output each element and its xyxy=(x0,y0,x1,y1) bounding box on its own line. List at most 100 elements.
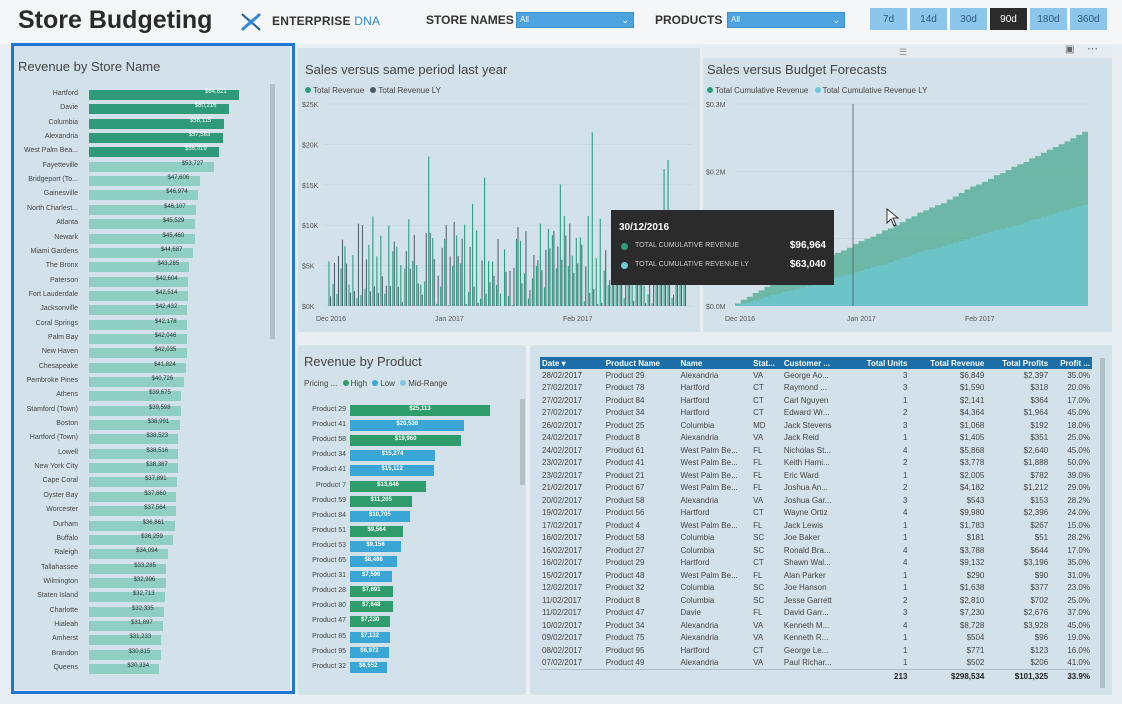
store-row[interactable]: Jacksonville $42,432 xyxy=(14,303,274,317)
table-row[interactable]: 16/02/2017 Product 27 Columbia SC Ronald Bra… xyxy=(540,544,1092,557)
store-row[interactable]: Oyster Bay $37,660 xyxy=(14,490,274,504)
table-row[interactable]: 10/02/2017 Product 34 Alexandria VA Kenneth … xyxy=(540,619,1092,632)
product-row[interactable]: Product 41 $20,538 xyxy=(298,418,518,433)
column-header[interactable]: Total Profits xyxy=(986,357,1051,369)
store-row[interactable]: Cape Coral $37,891 xyxy=(14,475,274,489)
more-options-icon[interactable]: ⋯ xyxy=(1087,43,1098,55)
table-row[interactable]: 23/02/2017 Product 41 West Palm Be... FL Kei… xyxy=(540,457,1092,470)
store-row[interactable]: Brandon $30,815 xyxy=(14,648,274,662)
product-row[interactable]: Product 32 $6,552 xyxy=(298,660,518,675)
product-row[interactable]: Product 28 $7,691 xyxy=(298,584,518,599)
store-row[interactable]: Wilmington $32,996 xyxy=(14,576,274,590)
table-row[interactable]: 08/02/2017 Product 95 Hartford CT George Le.… xyxy=(540,644,1092,657)
period-button-14d[interactable]: 14d xyxy=(909,7,948,31)
product-row[interactable]: Product 47 $7,230 xyxy=(298,614,518,629)
table-row[interactable]: 27/02/2017 Product 78 Hartford CT Raymond ..… xyxy=(540,382,1092,395)
store-row[interactable]: Davie $60,216 xyxy=(14,102,274,116)
store-row[interactable]: Lowell $38,516 xyxy=(14,447,274,461)
period-button-360d[interactable]: 360d xyxy=(1069,7,1108,31)
store-row[interactable]: Staten Island $32,713 xyxy=(14,590,274,604)
store-row[interactable]: Columbia $58,115 xyxy=(14,117,274,131)
table-row[interactable]: 26/02/2017 Product 25 Columbia MD Jack Steve… xyxy=(540,419,1092,432)
store-row[interactable]: North Charlest... $46,107 xyxy=(14,203,274,217)
column-header[interactable]: Total Revenue xyxy=(909,357,987,369)
period-button-7d[interactable]: 7d xyxy=(869,7,908,31)
store-row[interactable]: Gainesville $46,974 xyxy=(14,188,274,202)
product-row[interactable]: Product 31 $7,596 xyxy=(298,569,518,584)
store-row[interactable]: Athens $39,675 xyxy=(14,389,274,403)
store-row[interactable]: Paterson $42,604 xyxy=(14,275,274,289)
product-row[interactable]: Product 58 $19,960 xyxy=(298,433,518,448)
table-row[interactable]: 24/02/2017 Product 8 Alexandria VA Jack Reid… xyxy=(540,432,1092,445)
column-header[interactable]: Customer ... xyxy=(781,357,853,369)
store-row[interactable]: Buffalo $36,259 xyxy=(14,533,274,547)
store-row[interactable]: Alexandria $57,563 xyxy=(14,131,274,145)
store-row[interactable]: Worcester $37,564 xyxy=(14,504,274,518)
store-row[interactable]: Pembroke Pines $40,726 xyxy=(14,375,274,389)
table-row[interactable]: 09/02/2017 Product 75 Alexandria VA Kenneth … xyxy=(540,632,1092,645)
store-row[interactable]: Palm Bay $42,046 xyxy=(14,332,274,346)
table-row[interactable]: 19/02/2017 Product 56 Hartford CT Wayne Orti… xyxy=(540,507,1092,520)
store-row[interactable]: The Bronx $43,285 xyxy=(14,260,274,274)
column-header[interactable]: Total Units xyxy=(852,357,910,369)
table-row[interactable]: 11/02/2017 Product 8 Columbia SC Jesse Garre… xyxy=(540,594,1092,607)
focus-mode-icon[interactable]: ▣ xyxy=(1065,44,1075,55)
table-row[interactable]: 27/02/2017 Product 84 Hartford CT Carl Nguye… xyxy=(540,394,1092,407)
column-header[interactable]: Name xyxy=(678,357,752,369)
store-row[interactable]: Bridgeport (To... $47,606 xyxy=(14,174,274,188)
table-row[interactable]: 23/02/2017 Product 21 West Palm Be... FL Eri… xyxy=(540,469,1092,482)
store-row[interactable]: Stamford (Town) $39,598 xyxy=(14,404,274,418)
store-row[interactable]: Chesapeake $41,824 xyxy=(14,361,274,375)
store-names-dropdown[interactable]: All ⌄ xyxy=(516,12,634,28)
store-row[interactable]: Fayetteville $53,727 xyxy=(14,160,274,174)
store-row[interactable]: Atlanta $45,529 xyxy=(14,217,274,231)
table-row[interactable]: 15/02/2017 Product 48 West Palm Be... FL Ala… xyxy=(540,569,1092,582)
store-row[interactable]: New Haven $42,035 xyxy=(14,346,274,360)
column-header[interactable]: Date ▾ xyxy=(540,357,604,369)
store-row[interactable]: Coral Springs $42,178 xyxy=(14,318,274,332)
column-header[interactable]: Product Name xyxy=(603,357,679,369)
product-row[interactable]: Product 65 $8,486 xyxy=(298,554,518,569)
period-button-90d[interactable]: 90d xyxy=(989,7,1028,31)
product-row[interactable]: Product 85 $7,132 xyxy=(298,630,518,645)
table-row[interactable]: 28/02/2017 Product 29 Alexandria VA George A… xyxy=(540,369,1092,382)
period-button-180d[interactable]: 180d xyxy=(1029,7,1068,31)
table-row[interactable]: 16/02/2017 Product 29 Hartford CT Shawn Wal.… xyxy=(540,557,1092,570)
store-row[interactable]: Hartford (Town) $38,523 xyxy=(14,432,274,446)
store-list-scrollbar[interactable] xyxy=(270,84,275,339)
table-row[interactable]: 24/02/2017 Product 61 West Palm Be... FL Nic… xyxy=(540,444,1092,457)
product-row[interactable]: Product 59 $11,205 xyxy=(298,494,518,509)
store-row[interactable]: Newark $45,460 xyxy=(14,232,274,246)
product-row[interactable]: Product 7 $13,646 xyxy=(298,479,518,494)
store-row[interactable]: West Palm Bea... $56,019 xyxy=(14,145,274,159)
table-row[interactable]: 21/02/2017 Product 67 West Palm Be... FL Jos… xyxy=(540,482,1092,495)
column-header[interactable]: Stat... xyxy=(751,357,782,369)
table-row[interactable]: 07/02/2017 Product 49 Alexandria VA Paul Ric… xyxy=(540,657,1092,670)
store-row[interactable]: Miami Gardens $44,687 xyxy=(14,246,274,260)
table-row[interactable]: 27/02/2017 Product 34 Hartford CT Edward Wr.… xyxy=(540,407,1092,420)
product-row[interactable]: Product 95 $6,972 xyxy=(298,645,518,660)
product-row[interactable]: Product 29 $25,113 xyxy=(298,403,518,418)
table-row[interactable]: 17/02/2017 Product 4 West Palm Be... FL Jack… xyxy=(540,519,1092,532)
store-row[interactable]: Charlotte $32,335 xyxy=(14,605,274,619)
store-row[interactable]: Amherst $31,233 xyxy=(14,633,274,647)
store-row[interactable]: Boston $38,991 xyxy=(14,418,274,432)
store-row[interactable]: Hartford $64,621 xyxy=(14,88,274,102)
product-row[interactable]: Product 84 $10,705 xyxy=(298,509,518,524)
product-row[interactable]: Product 34 $15,274 xyxy=(298,448,518,463)
column-header[interactable]: Profit ... xyxy=(1050,357,1092,369)
product-row[interactable]: Product 41 $15,112 xyxy=(298,463,518,478)
product-row[interactable]: Product 53 $9,156 xyxy=(298,539,518,554)
table-row[interactable]: 16/02/2017 Product 58 Columbia SC Joe Baker 1… xyxy=(540,532,1092,545)
product-row[interactable]: Product 80 $7,648 xyxy=(298,599,518,614)
period-button-30d[interactable]: 30d xyxy=(949,7,988,31)
store-row[interactable]: Fort Lauderdale $42,514 xyxy=(14,289,274,303)
product-row[interactable]: Product 51 $9,564 xyxy=(298,524,518,539)
store-row[interactable]: Queens $30,334 xyxy=(14,662,274,676)
store-row[interactable]: Raleigh $34,094 xyxy=(14,547,274,561)
table-row[interactable]: 11/02/2017 Product 47 Davie FL David Garr...… xyxy=(540,607,1092,620)
store-row[interactable]: Durham $36,861 xyxy=(14,519,274,533)
store-row[interactable]: Hialeah $31,897 xyxy=(14,619,274,633)
drag-handle-icon[interactable]: ☰ xyxy=(899,47,908,57)
table-row[interactable]: 20/02/2017 Product 58 Alexandria VA Joshua G… xyxy=(540,494,1092,507)
